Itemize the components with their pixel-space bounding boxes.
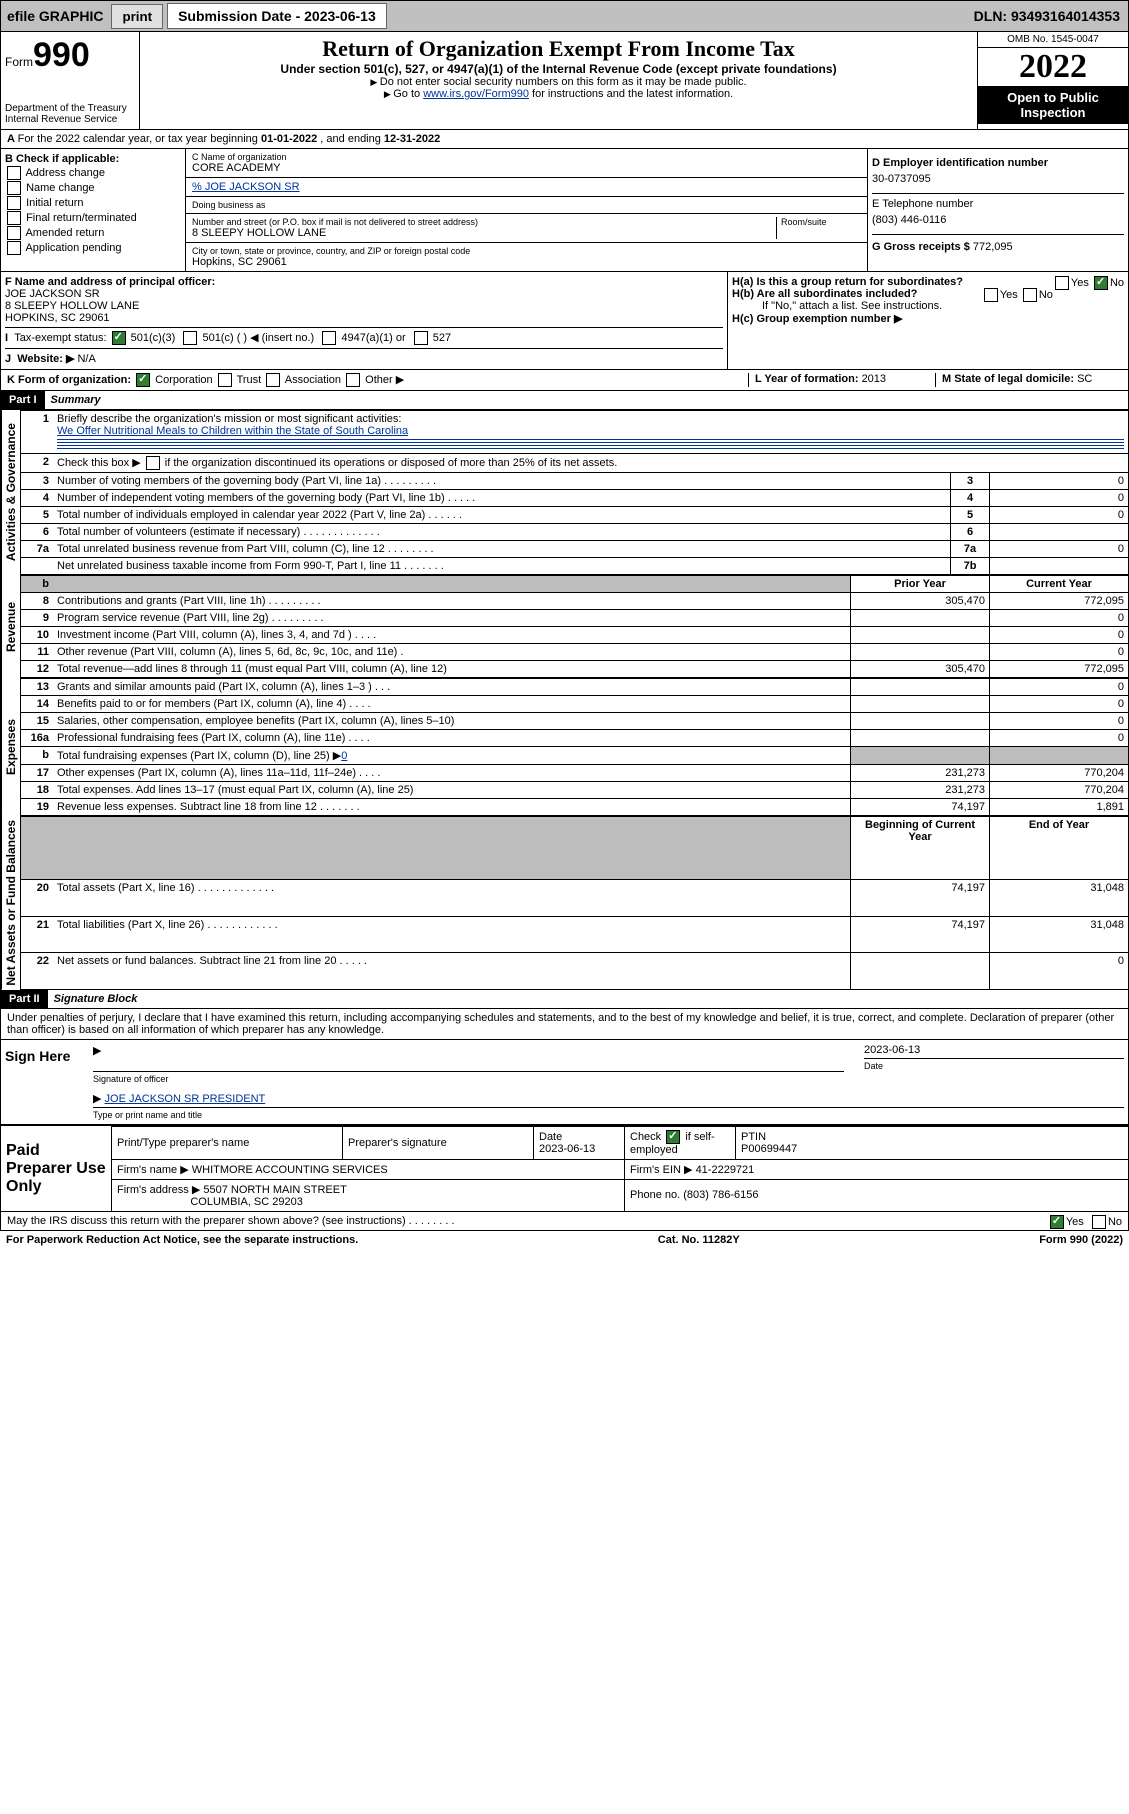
part1-header: Part ISummary	[0, 391, 1129, 410]
cb-selfemployed[interactable]	[666, 1130, 680, 1144]
firm-name: WHITMORE ACCOUNTING SERVICES	[192, 1164, 388, 1176]
cb-discontinued[interactable]	[146, 456, 160, 470]
submission-date: Submission Date - 2023-06-13	[167, 3, 387, 29]
irs-label: Internal Revenue Service	[5, 114, 135, 125]
sidelabel-revenue: Revenue	[1, 575, 20, 678]
cb-amended[interactable]: Amended return	[5, 226, 181, 240]
fundraising-link[interactable]: 0	[341, 750, 347, 762]
expenses-table: 13Grants and similar amounts paid (Part …	[20, 678, 1129, 816]
sign-date: 2023-06-13	[864, 1044, 1124, 1056]
governance-section: Activities & Governance 1 Briefly descri…	[0, 410, 1129, 575]
val-7a: 0	[990, 541, 1129, 558]
mission-text[interactable]: We Offer Nutritional Meals to Children w…	[57, 425, 408, 437]
ein: 30-0737095	[872, 169, 1124, 189]
val-7b	[990, 558, 1129, 575]
street: 8 SLEEPY HOLLOW LANE	[192, 227, 776, 239]
tax-year: 2022	[978, 48, 1128, 86]
domicile: SC	[1077, 373, 1092, 385]
omb-number: OMB No. 1545-0047	[978, 32, 1128, 48]
cb-501c3[interactable]	[112, 331, 126, 345]
dept-treasury: Department of the Treasury	[5, 103, 135, 114]
period-row: A For the 2022 calendar year, or tax yea…	[0, 130, 1129, 149]
cb-4947[interactable]	[322, 331, 336, 345]
officer-name: JOE JACKSON SR	[5, 288, 723, 300]
efile-label: efile GRAPHIC	[1, 8, 109, 24]
org-name: CORE ACADEMY	[192, 162, 861, 174]
cb-discuss-no[interactable]	[1092, 1215, 1106, 1229]
careof-link[interactable]: % JOE JACKSON SR	[192, 181, 300, 193]
val-3: 0	[990, 473, 1129, 490]
form-header: Form990 Department of the Treasury Inter…	[0, 32, 1129, 130]
city: Hopkins, SC 29061	[192, 256, 861, 268]
cb-hb-yes[interactable]	[984, 288, 998, 302]
gross-receipts: 772,095	[973, 241, 1013, 253]
cb-hb-no[interactable]	[1023, 288, 1037, 302]
form-ref: Form 990 (2022)	[1039, 1234, 1123, 1246]
goto-note: Go to www.irs.gov/Form990 for instructio…	[144, 88, 973, 100]
dln: DLN: 93493164014353	[974, 8, 1128, 24]
form-year-block: OMB No. 1545-0047 2022 Open to Public In…	[977, 32, 1128, 129]
firm-addr: 5507 NORTH MAIN STREET	[203, 1184, 346, 1196]
cb-discuss-yes[interactable]	[1050, 1215, 1064, 1229]
check-applicable: B Check if applicable: Address change Na…	[1, 149, 186, 271]
cb-other[interactable]	[346, 373, 360, 387]
org-info: C Name of organization CORE ACADEMY % JO…	[186, 149, 868, 271]
cb-namechange[interactable]: Name change	[5, 181, 181, 195]
cb-ha-no[interactable]	[1094, 276, 1108, 290]
val-4: 0	[990, 490, 1129, 507]
k-l-m-row: K Form of organization: Corporation Trus…	[0, 370, 1129, 391]
cb-corp[interactable]	[136, 373, 150, 387]
cb-ha-yes[interactable]	[1055, 276, 1069, 290]
cb-initial[interactable]: Initial return	[5, 196, 181, 210]
cb-address[interactable]: Address change	[5, 166, 181, 180]
ptin: P00699447	[741, 1143, 797, 1155]
firm-phone: (803) 786-6156	[683, 1189, 758, 1201]
expenses-section: Expenses 13Grants and similar amounts pa…	[0, 678, 1129, 816]
form-title: Return of Organization Exempt From Incom…	[144, 36, 973, 62]
print-button[interactable]: print	[111, 4, 163, 29]
page-footer: For Paperwork Reduction Act Notice, see …	[0, 1231, 1129, 1249]
prep-date: 2023-06-13	[539, 1143, 595, 1155]
sign-here-block: Sign Here ▶ Signature of officer 2023-06…	[0, 1040, 1129, 1126]
topbar: efile GRAPHIC print Submission Date - 20…	[0, 0, 1129, 32]
revenue-table: bPrior YearCurrent Year 8Contributions a…	[20, 575, 1129, 678]
ein-phone: D Employer identification number 30-0737…	[868, 149, 1128, 271]
firm-ein: 41-2229721	[696, 1164, 755, 1176]
cb-final[interactable]: Final return/terminated	[5, 211, 181, 225]
form-subtitle: Under section 501(c), 527, or 4947(a)(1)…	[144, 62, 973, 76]
officer-name-title[interactable]: JOE JACKSON SR PRESIDENT	[105, 1093, 266, 1105]
netassets-table: Beginning of Current YearEnd of Year 20T…	[20, 816, 1129, 990]
open-inspection: Open to Public Inspection	[978, 86, 1128, 124]
year-formation: 2013	[862, 373, 886, 385]
part2-header: Part IISignature Block	[0, 990, 1129, 1009]
cb-501c[interactable]	[183, 331, 197, 345]
sidelabel-netassets: Net Assets or Fund Balances	[1, 816, 20, 990]
cb-trust[interactable]	[218, 373, 232, 387]
revenue-section: Revenue bPrior YearCurrent Year 8Contrib…	[0, 575, 1129, 678]
officer-group-block: F Name and address of principal officer:…	[0, 272, 1129, 370]
irs-link[interactable]: www.irs.gov/Form990	[423, 88, 529, 100]
governance-table: 1 Briefly describe the organization's mi…	[20, 410, 1129, 575]
sidelabel-expenses: Expenses	[1, 678, 20, 816]
val-6	[990, 524, 1129, 541]
netassets-section: Net Assets or Fund Balances Beginning of…	[0, 816, 1129, 990]
val-5: 0	[990, 507, 1129, 524]
paid-preparer-block: Paid Preparer Use Only Print/Type prepar…	[0, 1126, 1129, 1212]
discuss-row: May the IRS discuss this return with the…	[0, 1212, 1129, 1231]
form-title-block: Return of Organization Exempt From Incom…	[140, 32, 977, 129]
cb-527[interactable]	[414, 331, 428, 345]
cb-pending[interactable]: Application pending	[5, 241, 181, 255]
form-id: Form990 Department of the Treasury Inter…	[1, 32, 140, 129]
phone: (803) 446-0116	[872, 210, 1124, 230]
cb-assoc[interactable]	[266, 373, 280, 387]
website: N/A	[77, 353, 95, 365]
ssn-note: Do not enter social security numbers on …	[144, 76, 973, 88]
entity-block: B Check if applicable: Address change Na…	[0, 149, 1129, 272]
sidelabel-governance: Activities & Governance	[1, 410, 20, 575]
declaration: Under penalties of perjury, I declare th…	[0, 1009, 1129, 1040]
